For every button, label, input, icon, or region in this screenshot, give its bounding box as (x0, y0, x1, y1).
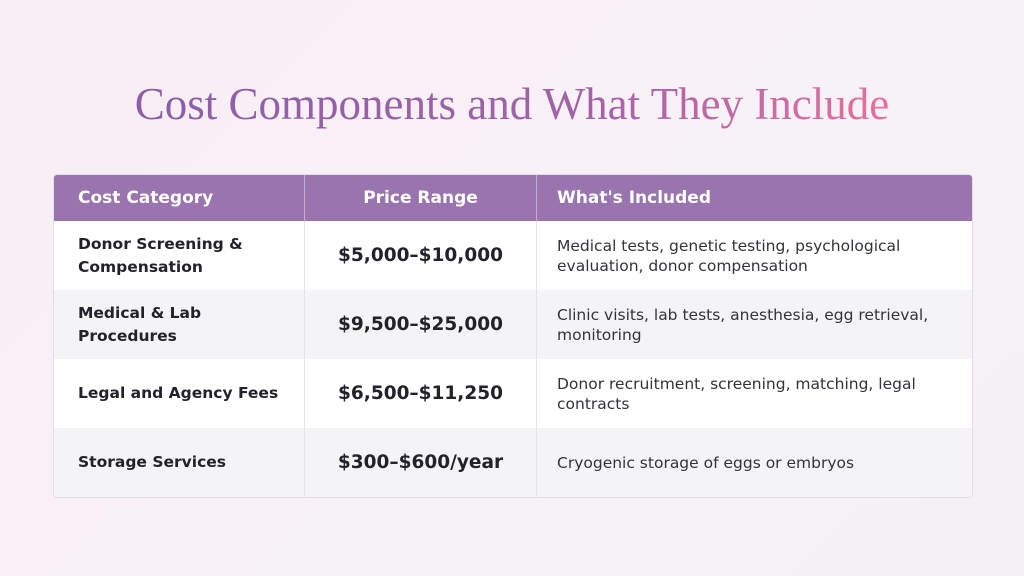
table-row: Donor Screening & Compensation $5,000–$1… (54, 221, 972, 290)
cell-included: Medical tests, genetic testing, psycholo… (557, 236, 901, 275)
table-header-row: Cost Category Price Range What's Include… (54, 175, 972, 221)
cost-table: Cost Category Price Range What's Include… (53, 174, 973, 498)
page-title-text: Cost Components and What They Include (134, 79, 890, 129)
cell-included: Clinic visits, lab tests, anesthesia, eg… (557, 305, 929, 344)
cell-category: Donor Screening & Compensation (54, 221, 305, 290)
cell-included: Donor recruitment, screening, matching, … (557, 374, 916, 413)
header-whats-included: What's Included (557, 188, 711, 208)
cell-price: $5,000–$10,000 (305, 221, 537, 290)
cell-category: Legal and Agency Fees (54, 359, 305, 428)
header-cost-category: Cost Category (54, 175, 305, 221)
table-row: Legal and Agency Fees $6,500–$11,250 Don… (54, 359, 972, 428)
cell-category: Storage Services (54, 428, 305, 497)
cell-price: $300–$600/year (305, 428, 537, 497)
cell-price: $9,500–$25,000 (305, 290, 537, 359)
cell-price: $6,500–$11,250 (305, 359, 537, 428)
header-price-range: Price Range (305, 175, 537, 221)
cell-category: Medical & Lab Procedures (54, 290, 305, 359)
table-row: Storage Services $300–$600/year Cryogeni… (54, 428, 972, 497)
cell-included: Cryogenic storage of eggs or embryos (557, 453, 855, 472)
page-title: Cost Components and What They Include (0, 78, 1024, 130)
table-row: Medical & Lab Procedures $9,500–$25,000 … (54, 290, 972, 359)
